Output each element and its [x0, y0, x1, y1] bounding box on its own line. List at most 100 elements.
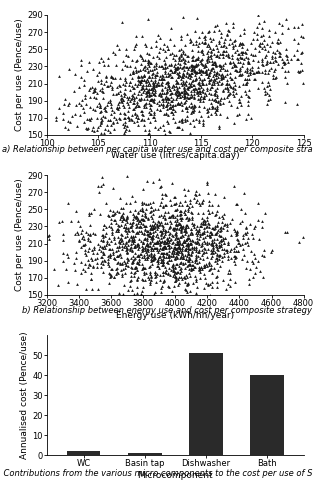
Point	[127, 116, 132, 124]
Point	[206, 80, 211, 88]
Point	[97, 58, 102, 66]
Point	[193, 253, 198, 261]
Point	[208, 240, 213, 248]
Point	[131, 272, 136, 280]
Point	[216, 212, 221, 220]
Point	[177, 259, 182, 267]
Point	[105, 61, 110, 69]
Text: a) Relationship between per capita water use and cost per composite strategy use: a) Relationship between per capita water…	[2, 146, 313, 154]
Point	[90, 123, 95, 131]
Point	[223, 234, 228, 242]
Point	[136, 240, 141, 248]
Point	[72, 266, 77, 274]
Point	[135, 242, 140, 250]
Point	[197, 248, 202, 256]
Point	[156, 97, 161, 105]
Point	[256, 41, 261, 49]
Point	[242, 239, 247, 247]
Point	[189, 46, 194, 54]
Point	[165, 120, 170, 128]
Point	[136, 242, 141, 250]
Point	[132, 255, 137, 263]
Point	[236, 110, 241, 118]
Point	[212, 80, 217, 88]
Point	[107, 98, 112, 106]
Point	[122, 82, 127, 90]
Point	[123, 128, 128, 136]
Point	[222, 72, 227, 80]
Point	[101, 112, 106, 120]
Point	[168, 271, 173, 279]
Point	[153, 227, 158, 235]
Point	[219, 252, 224, 260]
Point	[164, 42, 169, 50]
Point	[84, 68, 89, 76]
Point	[195, 238, 200, 246]
Point	[241, 245, 246, 253]
Point	[194, 243, 199, 251]
Point	[240, 62, 245, 70]
Point	[183, 117, 188, 125]
Point	[165, 234, 170, 242]
Point	[192, 264, 198, 272]
Point	[124, 224, 129, 232]
Point	[100, 174, 105, 182]
Point	[193, 187, 198, 195]
Point	[182, 258, 187, 266]
Point	[128, 243, 133, 251]
Point	[179, 224, 184, 232]
Point	[149, 95, 154, 103]
Point	[244, 264, 249, 272]
Point	[108, 206, 113, 214]
Point	[218, 62, 223, 70]
Point	[187, 254, 192, 262]
Point	[135, 220, 140, 228]
Point	[166, 94, 171, 102]
Point	[98, 101, 103, 109]
Point	[236, 239, 241, 247]
Point	[259, 224, 264, 232]
Point	[217, 224, 222, 232]
Point	[172, 247, 177, 255]
Point	[261, 36, 266, 44]
Point	[162, 239, 167, 247]
Point	[199, 200, 204, 207]
Point	[275, 46, 280, 54]
Point	[142, 208, 147, 216]
Point	[108, 122, 113, 130]
Point	[238, 206, 243, 214]
Point	[119, 245, 124, 253]
Point	[59, 218, 64, 226]
Point	[257, 48, 262, 56]
Point	[283, 51, 288, 59]
Point	[235, 247, 240, 255]
Point	[166, 241, 171, 249]
Point	[186, 84, 191, 92]
Point	[113, 61, 118, 69]
Point	[174, 82, 179, 90]
Point	[197, 118, 202, 126]
Point	[146, 60, 151, 68]
Point	[172, 82, 177, 90]
Point	[134, 216, 139, 224]
Point	[181, 274, 186, 281]
Point	[197, 246, 202, 254]
Point	[282, 60, 287, 68]
Point	[139, 287, 144, 295]
Point	[90, 65, 95, 73]
Point	[171, 105, 176, 113]
Point	[194, 40, 199, 48]
Point	[143, 225, 148, 233]
Point	[185, 240, 190, 248]
Point	[139, 95, 144, 103]
Point	[147, 104, 152, 112]
Point	[282, 228, 287, 236]
Point	[140, 220, 145, 228]
Point	[208, 44, 213, 52]
Point	[266, 32, 271, 40]
Point	[189, 224, 194, 232]
Point	[181, 86, 186, 94]
Point	[224, 30, 229, 38]
Point	[141, 251, 146, 259]
Point	[156, 221, 161, 229]
